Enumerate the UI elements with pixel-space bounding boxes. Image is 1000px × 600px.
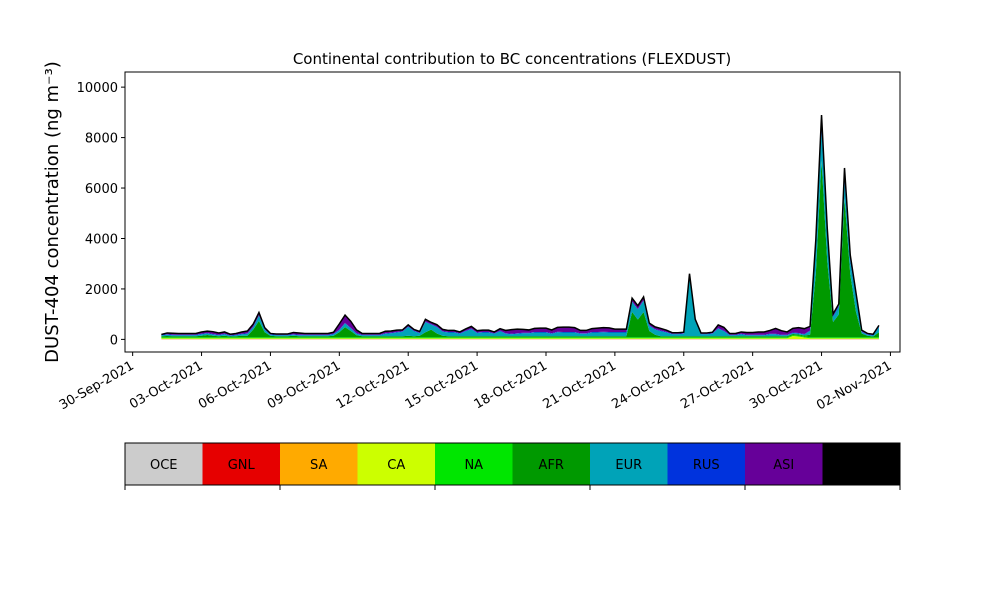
legend-swatch-eur <box>590 443 668 485</box>
x-axis: 30-Sep-202103-Oct-202106-Oct-202109-Oct-… <box>57 352 894 413</box>
legend-swatch-aus <box>822 443 900 485</box>
legend-swatch-gnl <box>202 443 280 485</box>
x-tick-label: 06-Oct-2021 <box>196 358 274 412</box>
legend-swatch-na <box>435 443 513 485</box>
legend-swatch-rus <box>667 443 745 485</box>
legend-swatch-asi <box>745 443 823 485</box>
y-tick-label: 4000 <box>85 232 118 247</box>
y-tick-label: 10000 <box>77 81 118 96</box>
legend-label-eur: EUR <box>615 458 642 473</box>
legend-swatch-sa <box>280 443 358 485</box>
x-tick-label: 27-Oct-2021 <box>678 358 756 412</box>
legend-colorbar: OCE GNL SA CA NA AFR EUR RUS ASI AUS <box>124 442 901 490</box>
y-axis: 0 2000 4000 6000 8000 10000 <box>77 81 125 348</box>
legend-label-gnl: GNL <box>228 458 256 473</box>
total-outline-line <box>161 114 880 336</box>
series-area-asi <box>161 115 879 336</box>
legend-label-aus: AUS <box>848 458 875 473</box>
y-tick-label: 0 <box>110 333 118 348</box>
series-area-rus <box>161 120 879 336</box>
x-tick-label: 02-Nov-2021 <box>814 358 894 413</box>
y-tick-label: 8000 <box>85 132 118 147</box>
x-tick-label: 09-Oct-2021 <box>265 358 343 412</box>
series-area-afr <box>161 160 879 338</box>
legend-swatch-oce <box>125 443 203 485</box>
legend-label-rus: RUS <box>693 458 720 473</box>
chart-title: Continental contribution to BC concentra… <box>293 50 731 68</box>
x-tick-label: 21-Oct-2021 <box>540 358 618 412</box>
x-tick-label: 15-Oct-2021 <box>403 358 481 412</box>
series-area-ca <box>161 335 879 340</box>
plot-area <box>124 71 901 353</box>
x-tick-label: 12-Oct-2021 <box>334 358 412 412</box>
y-tick-label: 6000 <box>85 182 118 197</box>
legend-label-afr: AFR <box>539 458 564 473</box>
x-tick-label: 30-Sep-2021 <box>57 358 137 413</box>
series-area-na <box>161 334 879 339</box>
series-area-aus <box>161 115 879 335</box>
y-axis-label: DUST-404 concentration (ng m⁻³) <box>42 61 63 363</box>
legend-label-oce: OCE <box>150 458 178 473</box>
legend-label-sa: SA <box>310 458 327 473</box>
legend-label-na: NA <box>464 458 483 473</box>
legend-label-ca: CA <box>387 458 405 473</box>
legend-frame <box>124 442 901 486</box>
x-tick-label: 03-Oct-2021 <box>127 358 205 412</box>
series-area-eur <box>161 130 879 337</box>
y-tick-label: 2000 <box>85 283 118 298</box>
legend-swatch-ca <box>357 443 435 485</box>
legend-swatch-afr <box>512 443 590 485</box>
x-tick-label: 30-Oct-2021 <box>747 358 825 412</box>
x-tick-label: 24-Oct-2021 <box>609 358 687 412</box>
plot-frame <box>124 71 901 353</box>
x-tick-label: 18-Oct-2021 <box>472 358 550 412</box>
legend-label-asi: ASI <box>773 458 794 473</box>
